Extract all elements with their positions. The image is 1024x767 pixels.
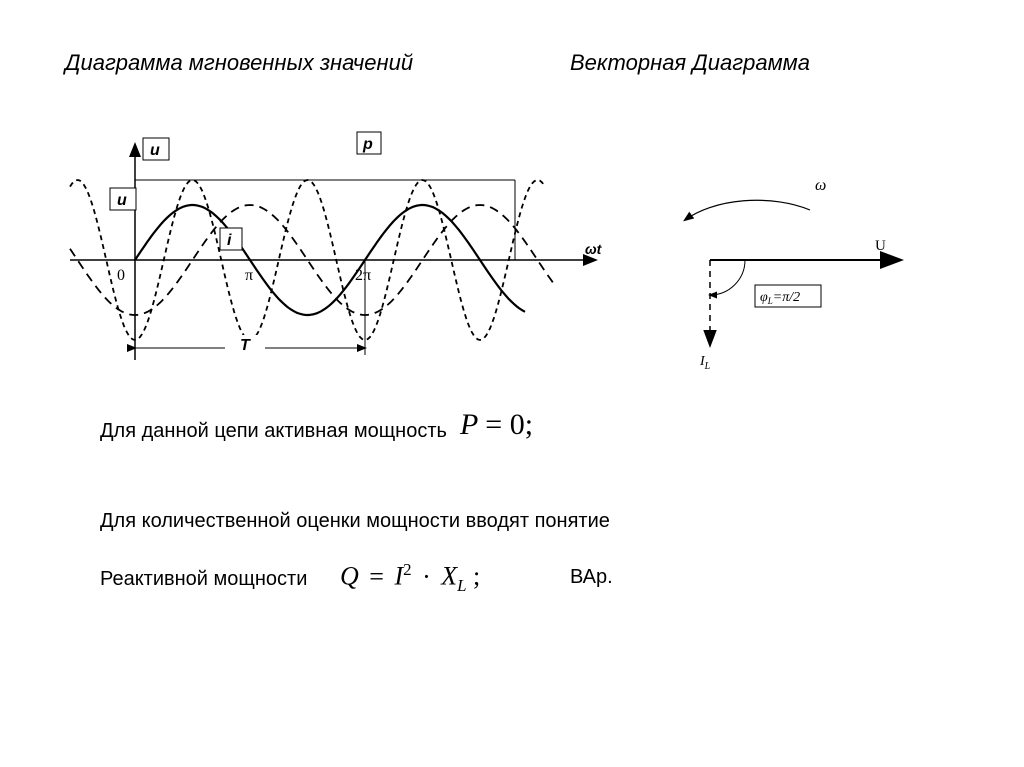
tick-pi: π: [245, 267, 253, 284]
title-right: Векторная Диаграмма: [570, 50, 810, 76]
phi-arc: [710, 260, 745, 295]
omega-arc: [685, 200, 810, 220]
u-curve-label-box: u: [110, 188, 136, 210]
svg-text:i: i: [227, 232, 232, 249]
t-label: T: [240, 337, 251, 354]
waveform-diagram: 0 π 2π ωt T u u i p: [55, 130, 625, 400]
title-left: Диаграмма мгновенных значений: [65, 50, 413, 76]
wt-label: ωt: [585, 241, 603, 257]
u-axis-label-box: u: [143, 138, 169, 160]
text-line-2: Для количественной оценки мощности вводя…: [100, 510, 610, 533]
phi-label-box: φL=π/2: [755, 285, 821, 307]
tick-zero: 0: [117, 267, 125, 284]
u-vector-label: U: [875, 238, 886, 254]
tick-2pi: 2π: [355, 267, 371, 284]
unit-var: ВАр.: [570, 566, 613, 589]
equation-p-zero: P = 0;: [460, 408, 533, 442]
equation-q: Q = I2 · XL ;: [340, 560, 480, 596]
svg-text:u: u: [117, 192, 127, 209]
svg-text:φL=π/2: φL=π/2: [760, 290, 800, 306]
text-line-3: Реактивной мощности: [100, 568, 307, 591]
vector-diagram: ω U IL φL=π/2: [650, 150, 950, 380]
p-curve-label-box: p: [357, 132, 381, 154]
omega-label: ω: [815, 177, 826, 194]
svg-text:p: p: [362, 136, 373, 153]
svg-text:u: u: [150, 142, 160, 159]
text-line-1: Для данной цепи активная мощность: [100, 420, 447, 443]
i-curve-label-box: i: [220, 228, 242, 250]
il-vector-label: IL: [699, 354, 711, 372]
